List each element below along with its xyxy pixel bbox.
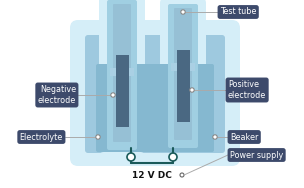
Text: Positive
electrode: Positive electrode (228, 80, 266, 100)
Text: Negative
electrode: Negative electrode (38, 85, 76, 105)
Circle shape (96, 135, 100, 139)
Bar (177, 50, 190, 122)
Circle shape (111, 93, 115, 97)
Bar (171, 63, 195, 71)
FancyBboxPatch shape (85, 35, 225, 153)
Text: Test tube: Test tube (220, 8, 256, 17)
Circle shape (127, 153, 135, 161)
Text: Electrolyte: Electrolyte (20, 133, 63, 142)
Circle shape (169, 153, 177, 161)
Bar (110, 68, 134, 76)
FancyBboxPatch shape (174, 8, 192, 140)
Circle shape (213, 135, 217, 139)
FancyBboxPatch shape (113, 4, 131, 142)
FancyBboxPatch shape (96, 64, 214, 152)
Circle shape (190, 88, 194, 92)
Text: Power supply: Power supply (230, 151, 283, 159)
FancyBboxPatch shape (160, 0, 206, 151)
FancyBboxPatch shape (70, 20, 240, 166)
Bar (116, 55, 129, 127)
FancyBboxPatch shape (168, 4, 198, 148)
Circle shape (180, 173, 184, 177)
Circle shape (181, 10, 185, 14)
FancyBboxPatch shape (99, 0, 145, 153)
FancyBboxPatch shape (107, 0, 137, 150)
Text: 12 V DC: 12 V DC (132, 171, 172, 180)
Text: Beaker: Beaker (230, 133, 258, 142)
